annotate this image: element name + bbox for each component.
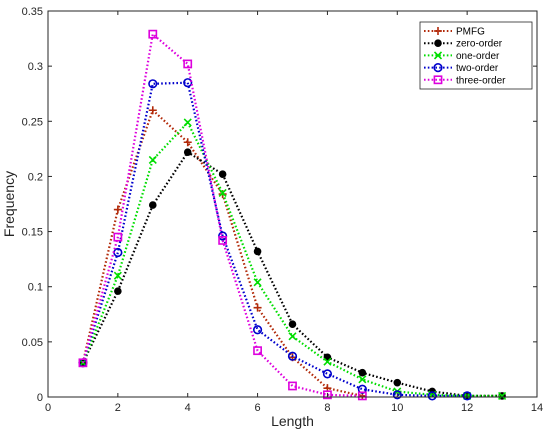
data-point (393, 378, 402, 387)
data-point (183, 59, 193, 69)
data-point (218, 235, 228, 245)
data-point (148, 155, 157, 164)
legend-marker (433, 62, 443, 73)
data-point (392, 390, 402, 400)
data-point (183, 118, 192, 127)
series-line (81, 32, 363, 397)
x-tick-label: 6 (255, 402, 261, 414)
data-point (148, 79, 158, 89)
x-tick-label: 14 (531, 402, 543, 414)
y-axis-title: Frequency (1, 171, 17, 237)
series-line (81, 81, 468, 397)
y-tick-label: 0.35 (22, 6, 43, 18)
data-point (218, 231, 228, 241)
legend-marker (433, 75, 443, 85)
legend: PMFGzero-orderone-ordertwo-orderthree-or… (419, 21, 533, 90)
data-point (287, 351, 298, 361)
legend-label: zero-order (456, 39, 503, 50)
data-point (78, 358, 88, 368)
y-tick-label: 0.05 (22, 337, 43, 349)
data-point (288, 381, 297, 391)
y-tick-label: 0 (37, 392, 43, 404)
x-tick-label: 4 (185, 402, 191, 414)
series-zero-order (79, 148, 506, 400)
x-axis-title: Length (271, 413, 314, 429)
x-tick-label: 0 (45, 402, 51, 414)
series-two-order (78, 78, 472, 401)
plot-marks (78, 29, 507, 401)
data-point (322, 369, 333, 379)
data-point (498, 391, 507, 400)
data-point (288, 320, 297, 329)
legend-entry: PMFG (424, 27, 485, 38)
data-point (218, 170, 227, 179)
y-tick-label: 0.25 (22, 116, 43, 128)
data-point (323, 390, 332, 400)
data-point (358, 368, 367, 377)
plot-frame (47, 10, 538, 398)
legend-label: three-order (456, 75, 506, 86)
axes: 0 2 4 6 8 10 12 14 0 0.05 0.1 0.15 0.2 0.25 0.3 0.35 (22, 6, 544, 414)
data-point (253, 278, 262, 287)
series-line (81, 108, 363, 397)
x-tick-label: 12 (461, 402, 473, 414)
data-point (113, 205, 122, 214)
legend-entry: zero-order (424, 39, 503, 50)
data-point (427, 391, 437, 401)
data-point (183, 78, 193, 88)
data-point (113, 271, 122, 280)
legend-entry: one-order (424, 51, 500, 62)
data-point (148, 106, 157, 115)
data-point (357, 391, 367, 401)
data-point (218, 188, 227, 198)
data-point (253, 346, 262, 356)
data-point (113, 232, 123, 242)
series-one-order (78, 118, 507, 400)
y-tick-label: 0.1 (28, 282, 43, 294)
legend-label: PMFG (456, 27, 485, 38)
y-tick-label: 0.3 (28, 61, 43, 73)
data-point (358, 375, 367, 384)
legend-marker (433, 51, 443, 60)
y-tick-label: 0.15 (22, 227, 43, 239)
data-point (462, 391, 472, 401)
legend-label: two-order (456, 63, 499, 74)
data-point (252, 325, 263, 335)
series-three-order (78, 29, 367, 401)
data-point (183, 138, 192, 147)
data-point (114, 287, 122, 295)
data-point (183, 148, 192, 156)
data-point (288, 332, 297, 341)
data-point (148, 29, 158, 39)
data-point (253, 247, 262, 256)
data-point (148, 201, 157, 209)
x-tick-label: 8 (324, 402, 330, 414)
data-point (253, 303, 262, 312)
x-tick-label: 2 (115, 402, 121, 414)
data-point (323, 357, 332, 366)
legend-entry: two-order (424, 62, 499, 74)
legend-marker (434, 27, 442, 35)
y-tick-label: 0.2 (28, 171, 43, 183)
legend-label: one-order (456, 51, 500, 62)
legend-entry: three-order (424, 75, 506, 86)
x-tick-label: 10 (391, 402, 403, 414)
legend-marker (434, 39, 442, 48)
